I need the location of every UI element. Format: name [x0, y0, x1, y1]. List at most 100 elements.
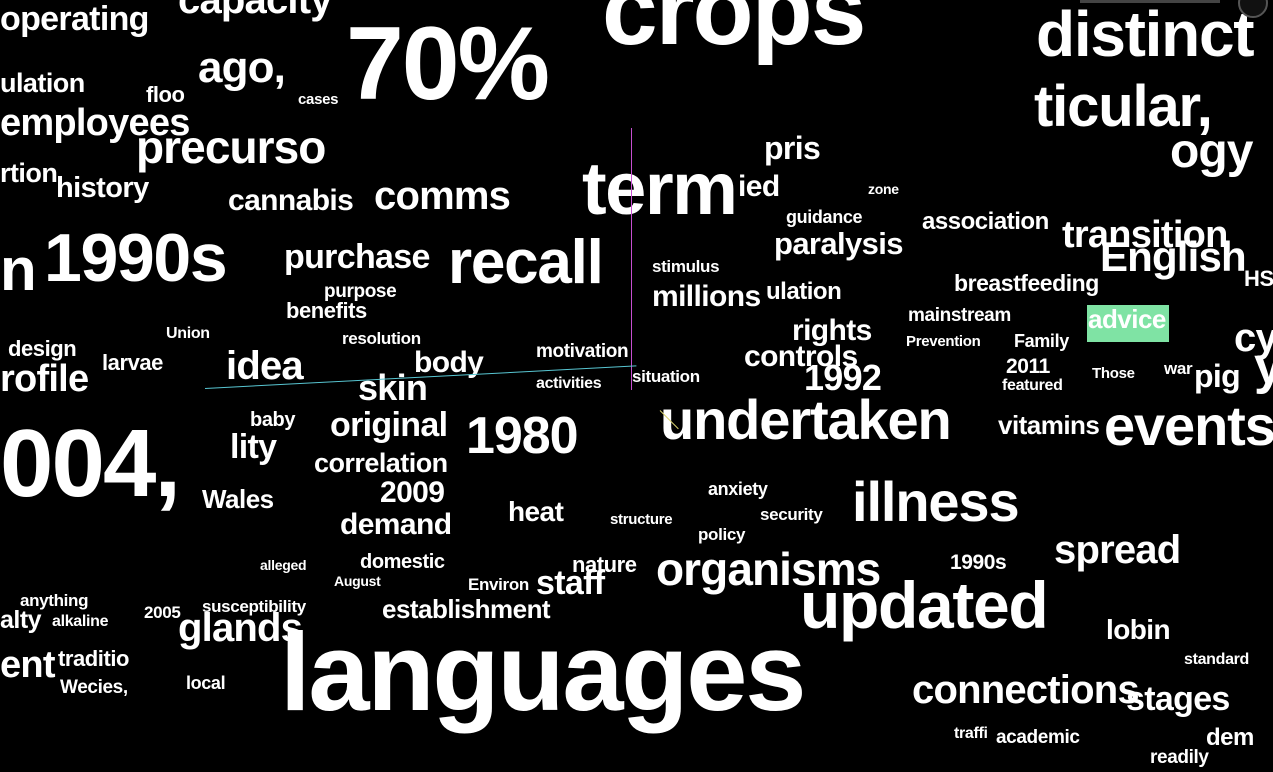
word-nineteen92: 1992 — [804, 357, 882, 398]
word-languages: languages — [280, 611, 806, 734]
word-skin: skin — [358, 367, 428, 408]
word-cy: cy — [1234, 316, 1273, 360]
word-establishment: establishment — [382, 594, 551, 624]
word-pris: pris — [764, 130, 821, 166]
word-operating: operating — [0, 0, 149, 38]
word-anxiety: anxiety — [708, 479, 768, 499]
top-scroll-bar[interactable] — [1080, 0, 1220, 3]
word-twothousand9: 2009 — [380, 476, 445, 509]
word-purchase: purchase — [284, 238, 430, 276]
word-idea: idea — [226, 344, 304, 388]
word-traffi: traffi — [954, 725, 988, 742]
word-standard: standard — [1184, 651, 1250, 668]
word-alleged: alleged — [260, 557, 307, 573]
word-academic: academic — [996, 727, 1080, 748]
word-heat: heat — [508, 496, 564, 527]
word-lobin: lobin — [1106, 614, 1171, 645]
word-staff: staff — [536, 564, 605, 602]
word-association: association — [922, 208, 1049, 235]
word-resolution: resolution — [342, 329, 421, 348]
word-paralysis: paralysis — [774, 226, 903, 261]
word-hs: HS — [1244, 266, 1273, 291]
word-events: events — [1104, 394, 1273, 457]
word-nature: nature — [572, 552, 637, 577]
word-ation: rtion — [0, 158, 58, 188]
word-spread: spread — [1054, 528, 1181, 572]
word-benefits: benefits — [286, 298, 367, 323]
word-recall: recall — [448, 228, 604, 297]
word-nineteen80: 1980 — [466, 407, 579, 465]
word-pig: pig — [1194, 358, 1241, 394]
word-distinct: distinct — [1036, 0, 1255, 70]
word-family: Family — [1014, 331, 1069, 351]
word-cannabis: cannabis — [228, 184, 354, 217]
word-precurso: precurso — [136, 121, 326, 173]
word-term: term — [582, 147, 738, 230]
word-anything: anything — [20, 591, 89, 610]
word-stages: stages — [1126, 680, 1230, 718]
word-original: original — [330, 406, 448, 444]
word-o04: 004, — [0, 410, 181, 517]
word-alkaline: alkaline — [52, 613, 109, 630]
word-mainstream: mainstream — [908, 305, 1011, 326]
word-dem: dem — [1206, 724, 1254, 751]
word-lity: lity — [230, 428, 277, 466]
word-undertaken: undertaken — [660, 388, 952, 451]
word-motivation: motivation — [536, 341, 629, 362]
word-connections: connections — [912, 668, 1140, 712]
word-purpose: purpose — [324, 281, 397, 302]
word-design: design — [8, 336, 77, 361]
word-nineties: 1990s — [44, 220, 228, 296]
word-comms: comms — [374, 174, 511, 218]
word-twothousand11: 2011 — [1006, 355, 1050, 378]
word-guidance: guidance — [786, 207, 863, 227]
word-ment: ent — [0, 644, 55, 686]
word-millions: millions — [652, 280, 761, 313]
word-readily: readily — [1150, 747, 1209, 768]
word-illness: illness — [852, 470, 1020, 533]
word-situation: situation — [632, 367, 700, 386]
word-body: body — [414, 346, 484, 379]
word-security: security — [760, 505, 823, 524]
word-profile: rofile — [0, 358, 89, 400]
word-august: August — [334, 573, 381, 589]
word-y: y — [1254, 337, 1273, 395]
word-ticular: ticular, — [1034, 74, 1213, 139]
word-organisms: organisms — [656, 543, 881, 595]
word-vitamins: vitamins — [998, 410, 1100, 440]
word-ago: ago, — [198, 43, 286, 92]
word-local: local — [186, 673, 226, 693]
word-activities: activities — [536, 375, 602, 392]
word-union: Union — [166, 325, 210, 342]
word-baby: baby — [250, 409, 296, 431]
word-correlation: correlation — [314, 448, 448, 478]
word-twothousand5: 2005 — [144, 603, 181, 622]
word-transition: transition — [1062, 214, 1228, 256]
word-glands: glands — [178, 606, 303, 650]
word-advice[interactable]: advice — [1088, 304, 1166, 334]
word-featured: featured — [1002, 377, 1063, 394]
word-seventy: 70% — [346, 6, 550, 122]
word-updated: updated — [800, 568, 1049, 642]
word-english: English — [1100, 233, 1247, 280]
pointer-vertical-line — [631, 128, 632, 390]
word-ied: ied — [738, 170, 780, 203]
word-breastfeeding: breastfeeding — [954, 270, 1099, 296]
word-controls: controls — [744, 340, 858, 373]
word-species: Wecies, — [60, 677, 128, 698]
word-zone: zone — [868, 181, 899, 197]
word-policy: policy — [698, 525, 746, 544]
word-n: n — [0, 236, 37, 303]
word-domestic: domestic — [360, 551, 445, 573]
word-psychology: ogy — [1170, 125, 1253, 178]
word-capacity: capacity — [178, 0, 333, 22]
word-stimulus: stimulus — [652, 257, 720, 276]
word-rights: rights — [792, 314, 872, 347]
word-susceptibility: susceptibility — [202, 597, 306, 616]
word-ulation: ulation — [0, 68, 85, 98]
word-ulation2: ulation — [766, 278, 842, 305]
word-environ: Environ — [468, 575, 529, 594]
word-demand: demand — [340, 508, 452, 541]
word-larvae: larvae — [102, 350, 163, 375]
